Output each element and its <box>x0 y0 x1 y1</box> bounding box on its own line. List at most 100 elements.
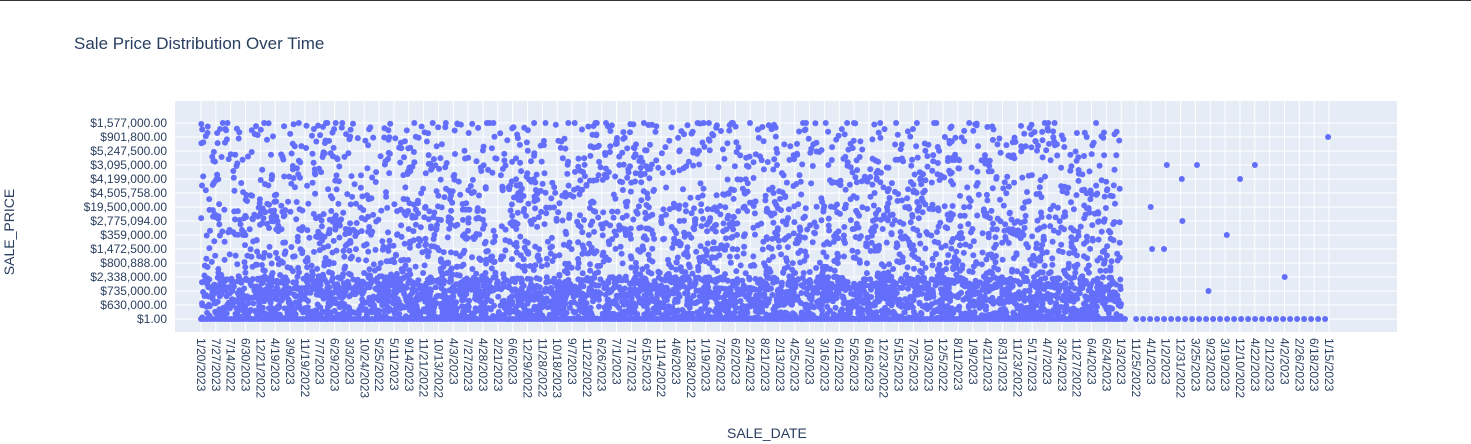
data-point <box>770 166 777 173</box>
data-point <box>673 266 680 273</box>
data-point <box>739 185 746 192</box>
data-point <box>1055 304 1062 311</box>
data-point <box>330 237 337 244</box>
data-point <box>900 220 907 227</box>
data-point <box>724 176 731 183</box>
data-point <box>765 286 772 293</box>
data-point <box>868 286 874 293</box>
data-point <box>602 291 609 298</box>
data-point <box>633 264 640 271</box>
data-point <box>816 259 823 266</box>
data-point <box>726 298 733 305</box>
data-point <box>914 227 921 234</box>
data-point <box>515 190 522 197</box>
data-point <box>841 131 848 138</box>
data-point <box>737 286 744 293</box>
data-point <box>902 233 908 240</box>
data-point <box>281 251 288 257</box>
data-point <box>632 170 639 177</box>
data-point <box>497 130 504 137</box>
data-point <box>200 289 207 295</box>
data-point <box>409 212 416 219</box>
data-point <box>612 173 619 180</box>
data-point <box>910 187 917 194</box>
data-point <box>731 187 737 194</box>
data-point <box>777 195 783 202</box>
data-point <box>695 267 702 274</box>
data-point <box>307 276 314 282</box>
data-point <box>601 220 608 227</box>
data-point <box>469 120 476 127</box>
data-point <box>448 207 455 214</box>
data-point <box>703 248 710 255</box>
data-point <box>270 218 277 225</box>
data-point <box>707 215 714 222</box>
data-point <box>241 285 248 292</box>
data-point <box>231 279 237 286</box>
data-point <box>521 267 528 274</box>
data-point <box>834 250 841 257</box>
data-point <box>660 206 667 213</box>
data-point <box>1039 128 1046 135</box>
data-point <box>526 286 533 293</box>
x-tick-label: 6/30/2023 <box>239 338 253 392</box>
data-point <box>1002 221 1009 228</box>
data-point <box>628 264 635 271</box>
data-point <box>403 127 410 134</box>
data-point <box>869 225 876 232</box>
data-point <box>844 120 851 126</box>
data-point <box>433 188 440 195</box>
data-point <box>997 218 1004 225</box>
data-point <box>427 160 434 167</box>
data-point <box>956 230 963 237</box>
data-point <box>455 287 462 294</box>
data-point <box>813 223 820 230</box>
data-point <box>236 293 243 300</box>
data-point <box>1095 236 1102 243</box>
data-point <box>645 251 652 258</box>
data-point <box>299 295 306 302</box>
data-point <box>242 264 249 271</box>
data-point <box>974 168 981 175</box>
data-point <box>897 229 904 235</box>
data-point <box>630 121 637 128</box>
data-point <box>501 157 508 164</box>
data-point <box>369 174 376 181</box>
data-point <box>700 185 707 192</box>
data-point <box>787 143 794 150</box>
data-point <box>996 135 1003 142</box>
data-point <box>285 198 292 205</box>
data-point <box>289 268 296 275</box>
data-point <box>652 128 659 135</box>
data-point <box>227 151 234 158</box>
data-point <box>666 137 673 144</box>
data-point <box>558 310 565 317</box>
data-point <box>587 304 594 311</box>
data-point <box>516 141 523 148</box>
data-point <box>724 306 731 313</box>
data-point <box>732 291 739 298</box>
data-point <box>951 157 958 163</box>
data-point <box>928 288 935 295</box>
data-point <box>838 126 845 133</box>
data-point <box>875 158 882 165</box>
data-point <box>397 139 404 146</box>
data-point <box>216 221 223 228</box>
data-point <box>260 254 267 261</box>
data-point <box>733 149 740 155</box>
data-point <box>246 226 253 233</box>
data-point <box>514 182 521 189</box>
data-point <box>216 201 223 208</box>
data-point <box>313 138 320 145</box>
data-point <box>565 158 572 165</box>
data-point <box>825 162 832 168</box>
data-point <box>477 257 484 264</box>
data-point <box>750 199 757 206</box>
data-point <box>1073 130 1080 136</box>
y-tick-label: $1.00 <box>137 312 167 326</box>
x-tick-label: 11/28/2022 <box>535 338 549 397</box>
data-point <box>792 281 799 288</box>
data-point <box>398 257 405 264</box>
data-point <box>877 179 884 186</box>
data-point <box>391 287 398 294</box>
